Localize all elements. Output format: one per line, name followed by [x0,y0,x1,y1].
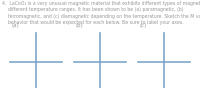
Text: (a): (a) [12,23,20,28]
Text: (b): (b) [76,23,84,28]
Text: 4.  LaCoO₃ is a very unusual magnetic material that exhibits different types of : 4. LaCoO₃ is a very unusual magnetic mat… [2,1,200,25]
Text: (c): (c) [140,23,147,28]
